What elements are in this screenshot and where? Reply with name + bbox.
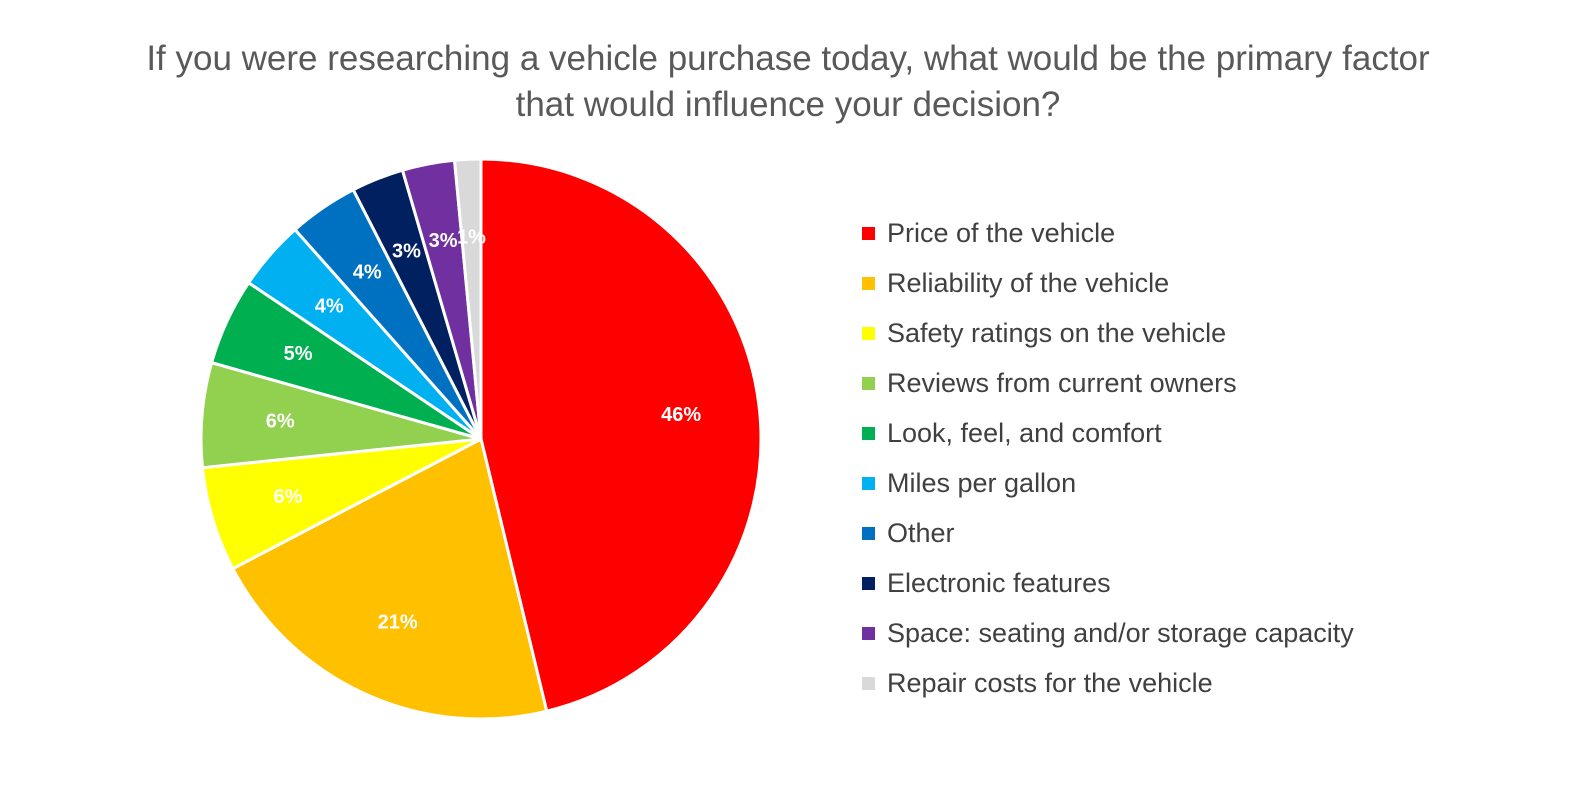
legend-swatch xyxy=(862,626,875,640)
chart-legend: Price of the vehicle Reliability of the v… xyxy=(862,208,1354,708)
legend-label: Look, feel, and comfort xyxy=(887,417,1162,448)
legend-item-3: Reviews from current owners xyxy=(862,358,1354,408)
legend-label: Other xyxy=(887,517,955,548)
pie-data-label-0: 46% xyxy=(661,404,701,426)
legend-item-1: Reliability of the vehicle xyxy=(862,258,1354,308)
legend-label: Price of the vehicle xyxy=(887,217,1116,248)
pie-data-label-8: 3% xyxy=(429,230,458,252)
pie-slices xyxy=(199,157,763,721)
legend-swatch xyxy=(862,426,875,440)
legend-item-2: Safety ratings on the vehicle xyxy=(862,308,1354,358)
pie-data-label-7: 3% xyxy=(392,241,421,263)
legend-swatch xyxy=(862,576,875,590)
legend-swatch xyxy=(862,276,875,290)
pie-data-label-5: 4% xyxy=(315,295,344,317)
chart-title-line-2: that would influence your decision? xyxy=(515,85,1061,124)
chart-title: If you were researching a vehicle purcha… xyxy=(0,36,1576,128)
legend-swatch xyxy=(862,476,875,490)
pie-data-label-9: 1% xyxy=(457,227,486,249)
pie-data-label-3: 6% xyxy=(266,411,295,433)
legend-label: Space: seating and/or storage capacity xyxy=(887,617,1354,648)
legend-swatch xyxy=(862,326,875,340)
pie-data-label-4: 5% xyxy=(284,343,313,365)
legend-label: Miles per gallon xyxy=(887,467,1077,498)
legend-item-5: Miles per gallon xyxy=(862,458,1354,508)
legend-item-4: Look, feel, and comfort xyxy=(862,408,1354,458)
pie-slice-1 xyxy=(230,436,549,721)
legend-label: Reviews from current owners xyxy=(887,367,1237,398)
pie-slice-0 xyxy=(479,157,763,713)
legend-swatch xyxy=(862,676,875,690)
pie-data-label-1: 21% xyxy=(378,612,418,634)
legend-item-0: Price of the vehicle xyxy=(862,208,1354,258)
legend-item-9: Repair costs for the vehicle xyxy=(862,658,1354,708)
legend-swatch xyxy=(862,226,875,240)
pie-slice-9 xyxy=(452,157,483,440)
legend-label: Reliability of the vehicle xyxy=(887,267,1170,298)
legend-item-8: Space: seating and/or storage capacity xyxy=(862,608,1354,658)
legend-item-6: Other xyxy=(862,508,1354,558)
chart-title-line-1: If you were researching a vehicle purcha… xyxy=(146,39,1430,78)
pie-data-labels: 46%21%6%6%5%4%4%3% 3% 1% xyxy=(266,227,702,634)
legend-swatch xyxy=(862,376,875,390)
legend-item-7: Electronic features xyxy=(862,558,1354,608)
legend-swatch xyxy=(862,526,875,540)
legend-label: Electronic features xyxy=(887,567,1111,598)
pie-data-label-6: 4% xyxy=(353,262,382,284)
legend-label: Repair costs for the vehicle xyxy=(887,667,1213,698)
legend-label: Safety ratings on the vehicle xyxy=(887,317,1227,348)
pie-data-label-2: 6% xyxy=(273,486,302,508)
